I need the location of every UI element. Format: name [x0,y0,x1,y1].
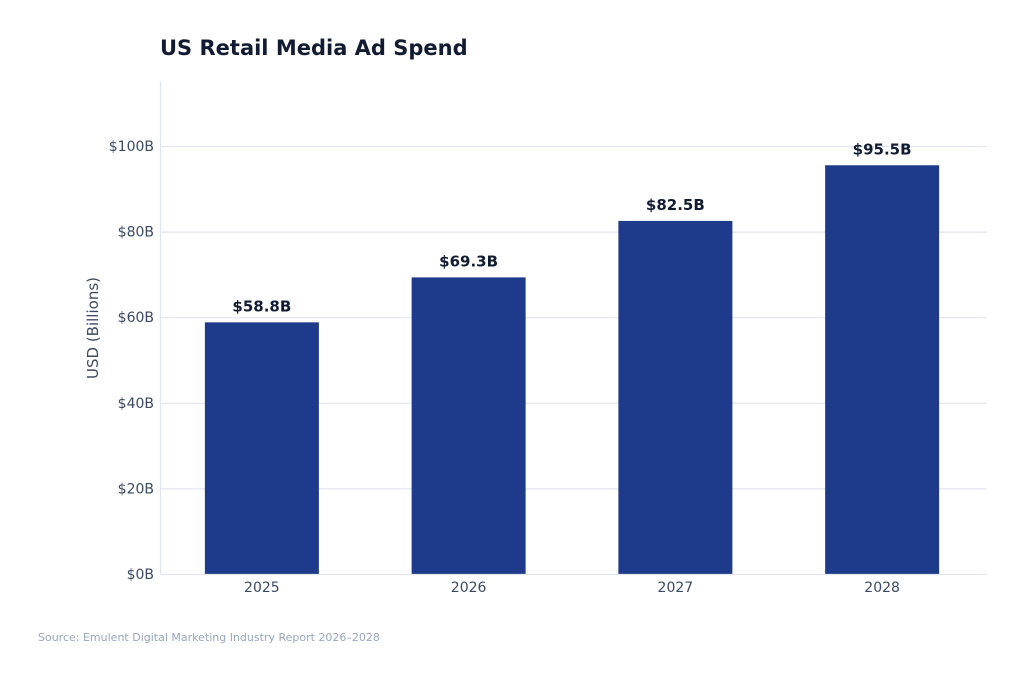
x-tick-label: 2025 [244,580,280,596]
data-label: $82.5B [646,196,705,214]
bar-2028 [825,165,940,574]
y-axis-label: USD (Billions) [84,277,102,379]
bar-2025 [204,322,319,574]
x-tick-label: 2026 [451,580,487,596]
chart-title: US Retail Media Ad Spend [160,36,468,60]
y-tick-label: $60B [118,310,154,326]
y-tick-label: $100B [109,139,154,155]
x-tick-label: 2028 [864,580,900,596]
data-label: $69.3B [439,252,498,270]
y-tick-label: $20B [118,481,154,497]
y-tick-label: $80B [118,225,154,241]
y-tick-label: $0B [127,567,154,583]
data-label: $95.5B [853,140,912,158]
x-tick-label: 2027 [658,580,694,596]
bar-2026 [411,277,526,574]
data-label: $58.8B [232,297,291,315]
bar-2027 [618,220,733,574]
source-note: Source: Emulent Digital Marketing Indust… [38,631,380,644]
y-tick-label: $40B [118,396,154,412]
